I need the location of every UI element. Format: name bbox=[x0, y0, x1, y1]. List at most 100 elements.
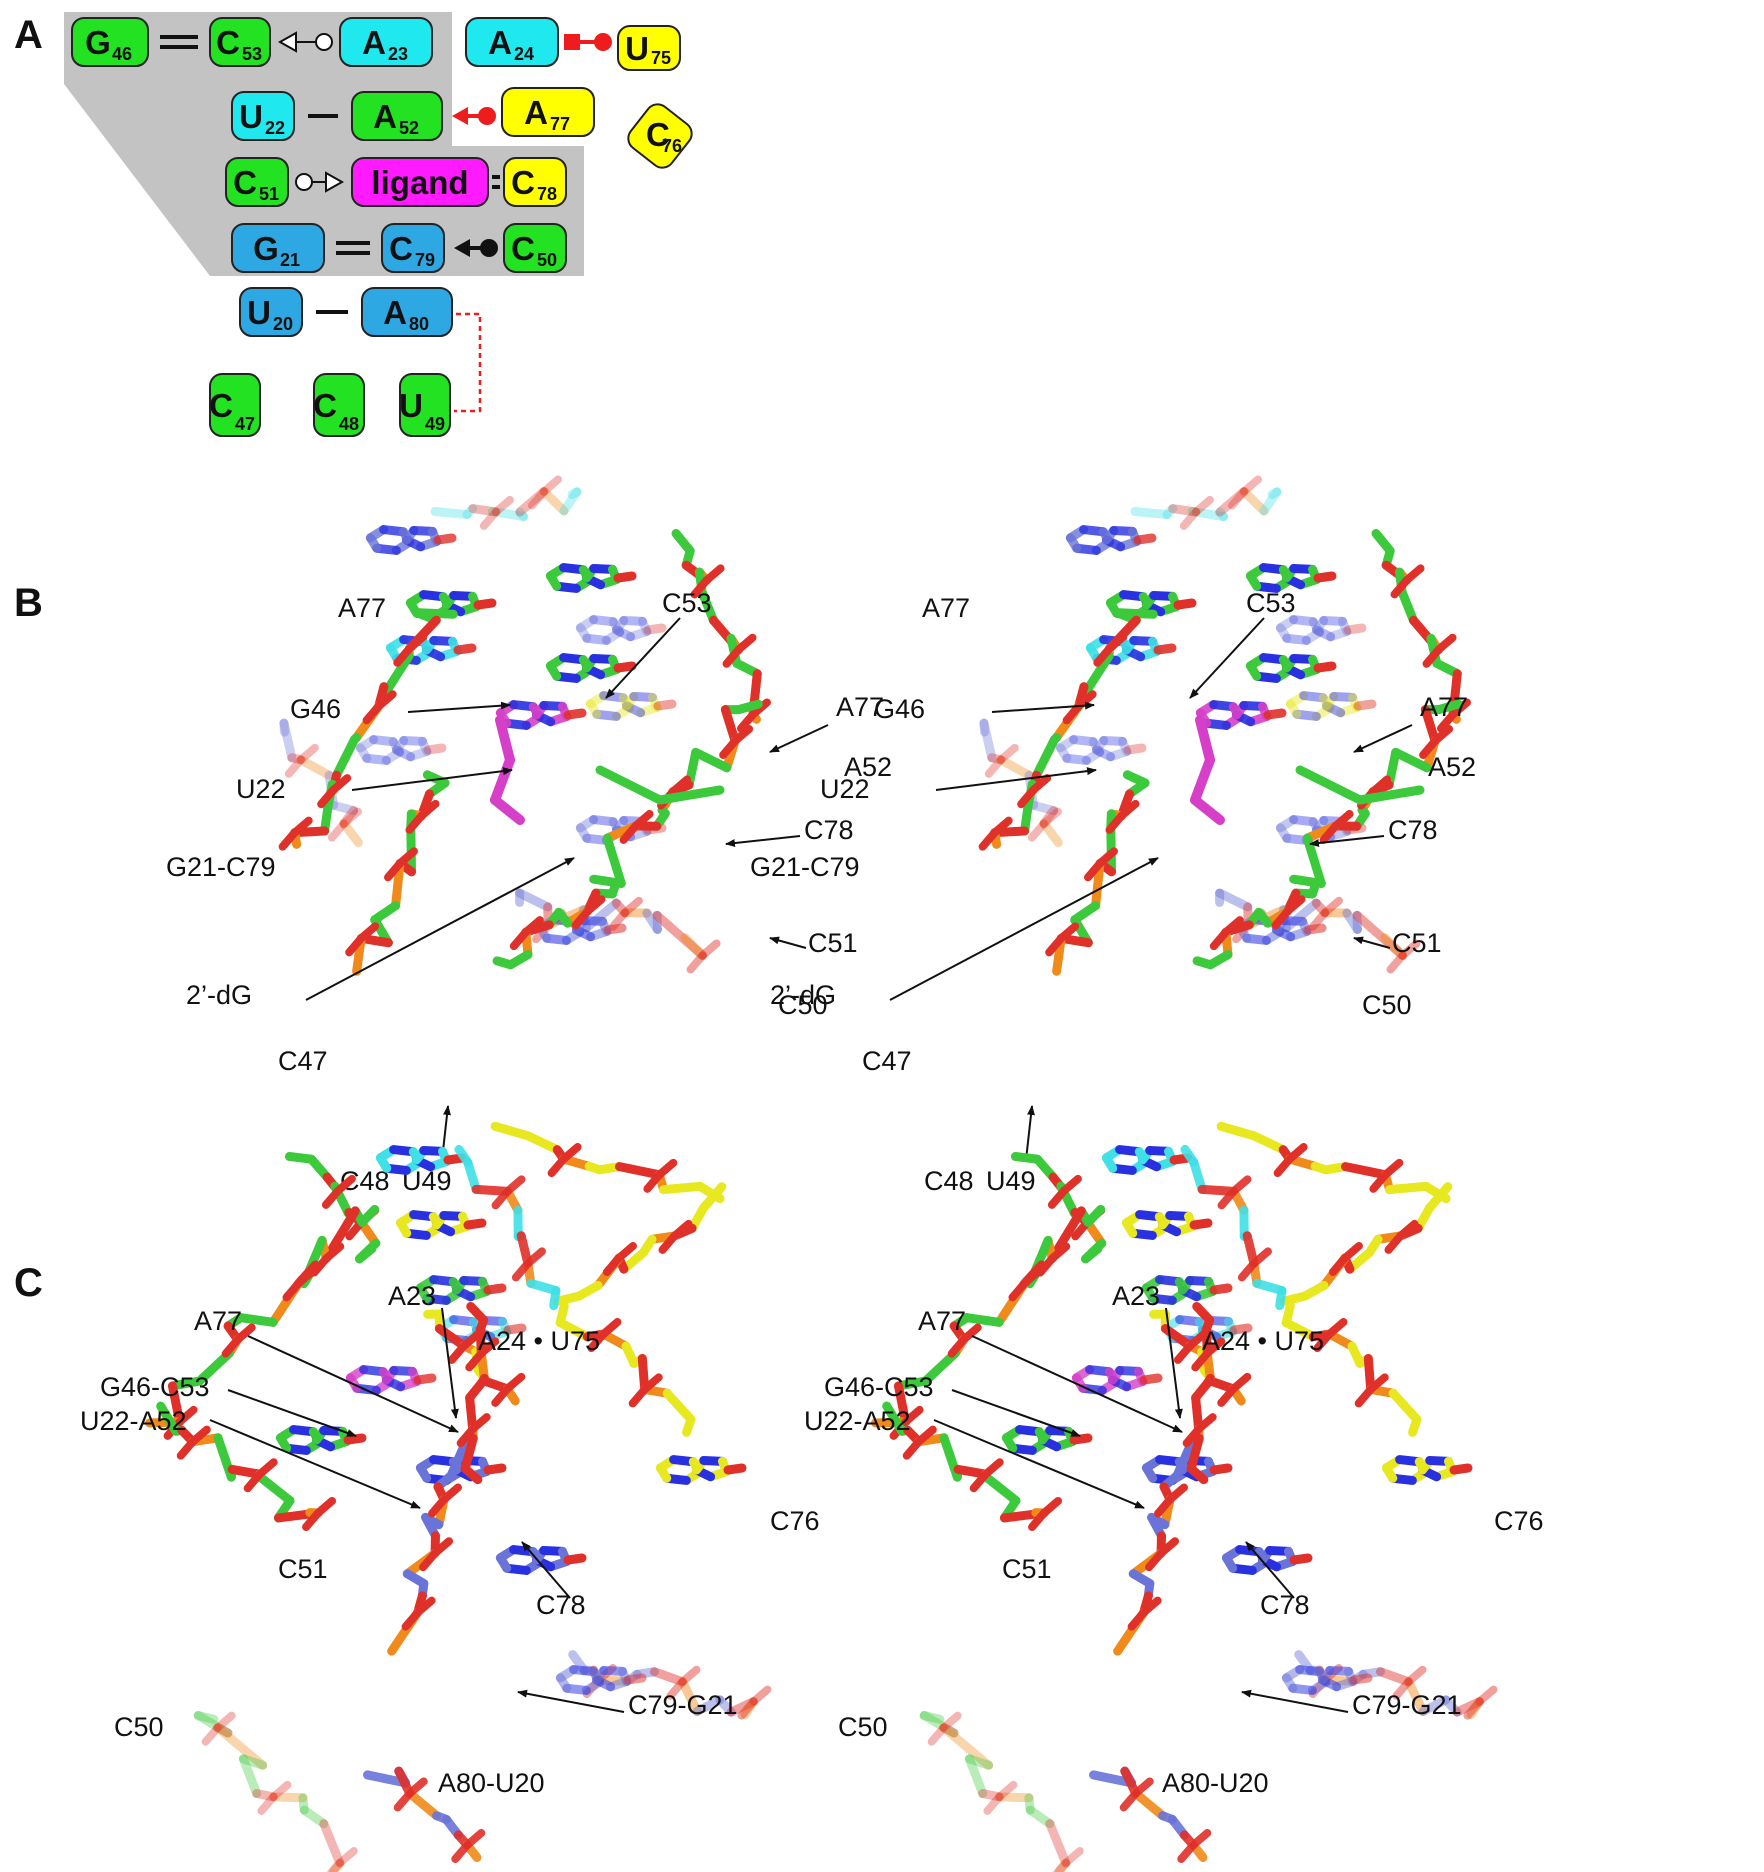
residue-label: U22 bbox=[820, 774, 870, 804]
node-G21: G 21 bbox=[231, 223, 325, 273]
leader-line bbox=[1189, 617, 1265, 699]
residue-label: 2’-dG bbox=[770, 980, 836, 1010]
node-base: C bbox=[216, 24, 240, 61]
interaction-A24-U75 bbox=[564, 33, 612, 51]
residue-label: C47 bbox=[278, 1046, 328, 1076]
node-number: 78 bbox=[537, 184, 557, 204]
residue-label: C51 bbox=[278, 1554, 328, 1584]
residue-label: C53 bbox=[1246, 588, 1296, 618]
residue-label: U49 bbox=[986, 1166, 1036, 1196]
residue-label: A80-U20 bbox=[1162, 1768, 1269, 1798]
leader-line bbox=[1309, 835, 1385, 848]
node-box bbox=[617, 25, 681, 71]
residue-label: A77 bbox=[918, 1306, 966, 1336]
node-number: 51 bbox=[259, 184, 279, 204]
shaded-region bbox=[64, 12, 584, 276]
residue-label: A77 bbox=[1420, 692, 1468, 722]
residue-label: 2’-dG bbox=[186, 980, 252, 1010]
node-box bbox=[239, 287, 303, 337]
node-box bbox=[225, 157, 289, 207]
residue-label: A24 • U75 bbox=[478, 1326, 600, 1356]
node-number: 21 bbox=[280, 250, 300, 270]
interactions-layer bbox=[160, 31, 612, 413]
node-C50: C 50 bbox=[503, 223, 567, 273]
residue-label: A77 bbox=[338, 593, 386, 623]
node-base: A bbox=[524, 94, 548, 131]
node-base: C bbox=[209, 387, 233, 424]
node-box bbox=[399, 373, 451, 437]
leader-line bbox=[1165, 1307, 1183, 1419]
leader-line bbox=[209, 1419, 421, 1509]
node-box bbox=[209, 17, 271, 67]
leader-line bbox=[517, 1689, 625, 1713]
residue-label: C51 bbox=[808, 928, 858, 958]
residue-label: A80-U20 bbox=[438, 1768, 545, 1798]
node-number: 48 bbox=[339, 414, 359, 434]
leader-line bbox=[1353, 724, 1413, 753]
node-base: A bbox=[362, 24, 386, 61]
node-box bbox=[71, 17, 149, 67]
node-number: 22 bbox=[265, 118, 285, 138]
node-box bbox=[351, 91, 443, 141]
leader-line bbox=[933, 1419, 1145, 1509]
interaction-A80-U49 bbox=[454, 312, 482, 413]
node-box bbox=[313, 373, 365, 437]
leader-line bbox=[605, 617, 681, 699]
node-C78: C 78 bbox=[503, 157, 567, 207]
residue-label: C50 bbox=[114, 1712, 164, 1742]
interaction-G21-C79 bbox=[336, 241, 370, 255]
molecule-render bbox=[278, 475, 771, 976]
node-number: 53 bbox=[242, 44, 262, 64]
residue-label: C79-G21 bbox=[628, 1690, 738, 1720]
node-U75: U 75 bbox=[617, 25, 681, 71]
node-A24: A 24 bbox=[465, 17, 559, 67]
residue-label: A24 • U75 bbox=[1202, 1326, 1324, 1356]
residue-label: G21-C79 bbox=[166, 852, 276, 882]
node-C51: C 51 bbox=[225, 157, 289, 207]
leader-line bbox=[1025, 1105, 1035, 1161]
residue-label: A23 bbox=[1112, 1281, 1160, 1311]
node-box bbox=[503, 157, 567, 207]
stereo-view-left: A23 A77 A24 • U75 G46-C53 U22-A52 C76 C51 C78 C7… bbox=[80, 1121, 820, 1872]
residue-label: G21-C79 bbox=[750, 852, 860, 882]
node-number: 50 bbox=[537, 250, 557, 270]
node-number: 80 bbox=[409, 314, 429, 334]
node-ligand: ligand bbox=[351, 157, 489, 207]
interaction-C79-C50 bbox=[454, 239, 498, 257]
residue-label: G46 bbox=[290, 694, 341, 724]
node-base: A bbox=[373, 98, 397, 135]
node-C76: C76 bbox=[627, 103, 693, 169]
node-A52: A 52 bbox=[351, 91, 443, 141]
residue-label: C53 bbox=[662, 588, 712, 618]
leader-line bbox=[889, 857, 1159, 1001]
interaction-C53-A23 bbox=[277, 31, 333, 53]
residue-label: C78 bbox=[1260, 1590, 1310, 1620]
residue-label: A52 bbox=[1428, 752, 1476, 782]
node-number: 79 bbox=[415, 250, 435, 270]
node-box bbox=[231, 91, 295, 141]
node-base: U bbox=[399, 387, 423, 424]
residue-label: C78 bbox=[804, 815, 854, 845]
leader-line bbox=[769, 724, 829, 753]
node-base: C bbox=[646, 116, 670, 153]
molecule-render bbox=[871, 1121, 1498, 1872]
node-base: U bbox=[239, 98, 263, 135]
node-C79: C 79 bbox=[381, 223, 445, 273]
interaction-A52-A77 bbox=[452, 107, 496, 125]
residue-label: G46-C53 bbox=[100, 1372, 210, 1402]
node-box bbox=[501, 87, 595, 137]
leader-line bbox=[1241, 1689, 1349, 1713]
node-box bbox=[339, 17, 433, 67]
molecule-render bbox=[145, 1121, 772, 1872]
leader-line bbox=[951, 1389, 1081, 1437]
node-base: C bbox=[389, 230, 413, 267]
interaction-ligand-C78 bbox=[492, 175, 500, 189]
node-box bbox=[503, 223, 567, 273]
residue-label: C51 bbox=[1002, 1554, 1052, 1584]
node-number: 77 bbox=[550, 114, 570, 134]
node-box bbox=[231, 223, 325, 273]
